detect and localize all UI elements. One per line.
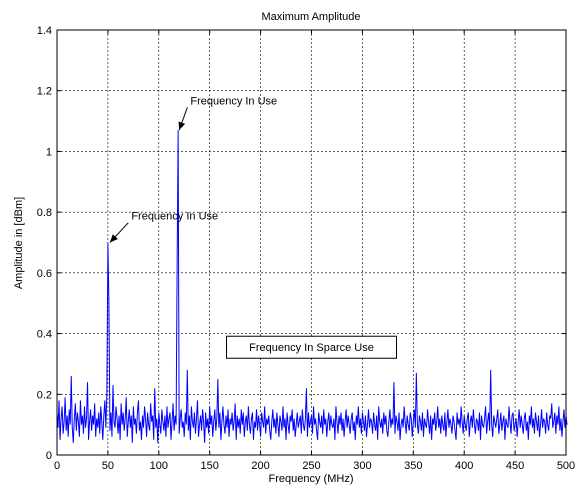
axis-ticks: 0 50 100 150 200 250 300 350 400 450 500 0 0.2 0.4 0.6…: [37, 25, 575, 472]
annotation-arrowhead: [178, 121, 186, 131]
chart-title: Maximum Amplitude: [261, 11, 360, 23]
y-tick-label: 0: [46, 450, 52, 462]
x-tick-label: 250: [302, 460, 320, 472]
x-tick-label: 150: [201, 460, 219, 472]
x-tick-label: 500: [557, 460, 575, 472]
data-series: [56, 130, 568, 443]
y-tick-label: 1.2: [37, 86, 52, 98]
y-tick-label: 0.8: [37, 207, 52, 219]
plot-frame: [56, 29, 567, 456]
annotation-box: [226, 335, 397, 359]
y-tick-label: 0.6: [37, 268, 52, 280]
x-tick-label: 100: [150, 460, 168, 472]
y-axis-label: Amplitude in [dBm]: [13, 197, 25, 289]
series-line: [56, 130, 568, 443]
annotation-label: Frequency In Sparce Use: [249, 342, 374, 354]
grid: [57, 30, 566, 455]
x-tick-label: 50: [102, 460, 114, 472]
x-axis-label: Frequency (MHz): [269, 473, 354, 485]
x-tick-label: 450: [506, 460, 524, 472]
y-tick-label: 0.2: [37, 389, 52, 401]
x-tick-label: 0: [54, 460, 60, 472]
x-tick-label: 200: [251, 460, 269, 472]
annotations: Frequency In Use Frequency In Use Frequenc…: [109, 95, 397, 359]
annotation-label: Frequency In Use: [190, 95, 277, 107]
y-tick-label: 1.4: [37, 25, 52, 37]
annotation-label: Frequency In Use: [131, 211, 218, 223]
x-tick-label: 350: [404, 460, 422, 472]
annotation-arrowhead: [109, 234, 118, 243]
y-tick-label: 0.4: [37, 329, 52, 341]
x-tick-label: 400: [455, 460, 473, 472]
x-tick-label: 300: [353, 460, 371, 472]
y-tick-label: 1: [46, 146, 52, 158]
